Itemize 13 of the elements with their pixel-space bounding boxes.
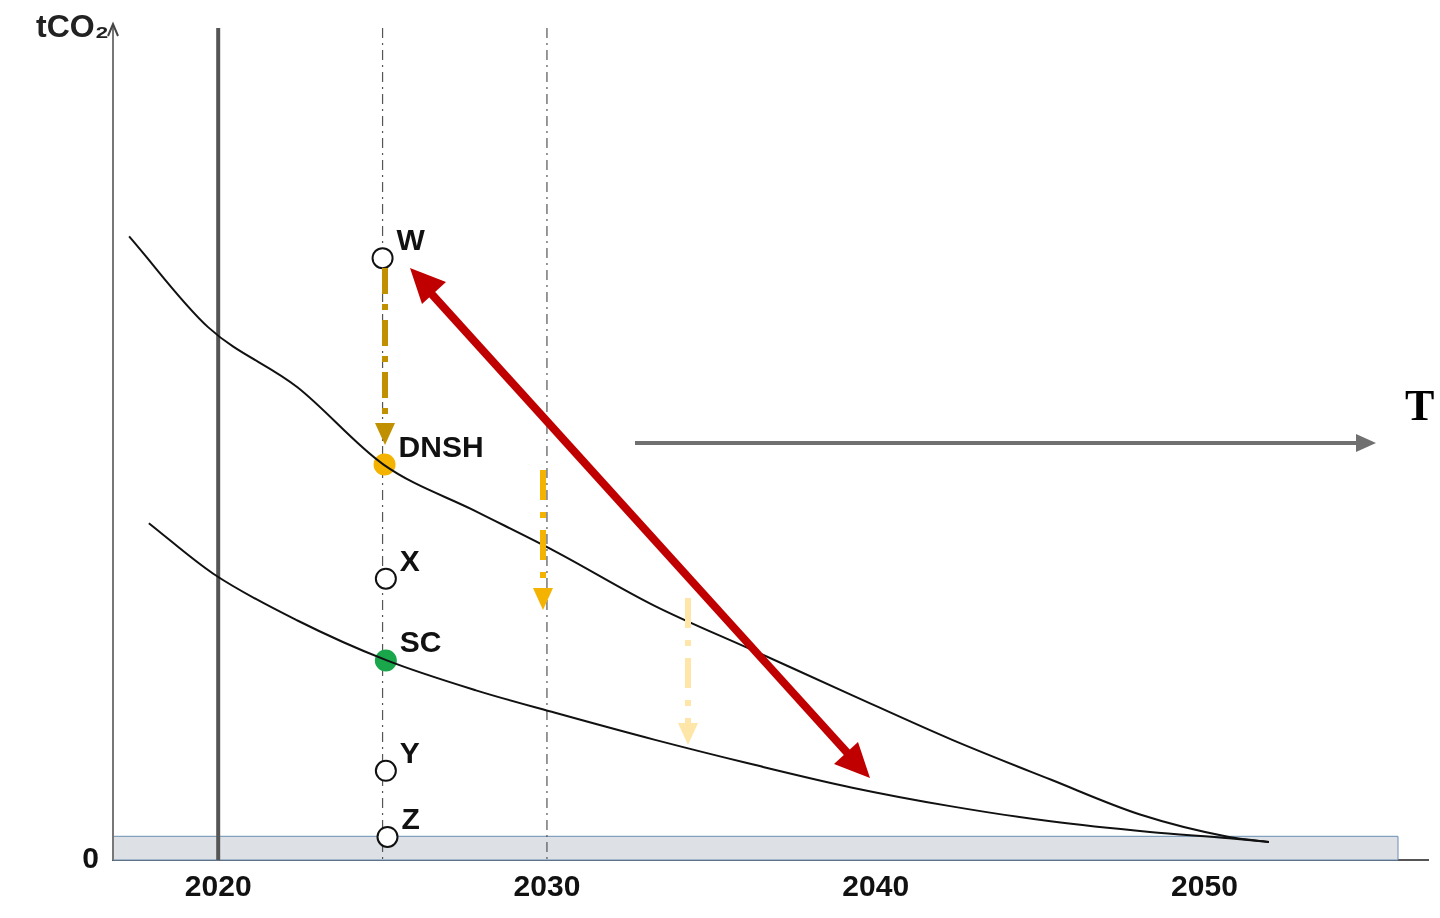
annotation: 0 <box>82 841 99 875</box>
x-tick-label: 2040 <box>842 869 910 903</box>
annotation: X <box>399 543 420 577</box>
annotation: W <box>396 223 426 257</box>
annotation: T <box>1405 380 1435 431</box>
annotation: DNSH <box>398 429 484 463</box>
annotation: Y <box>399 735 420 769</box>
annotation: SC <box>399 625 442 659</box>
x-tick-label: 2030 <box>513 869 581 903</box>
text: tCO₂ <box>36 8 109 45</box>
annotation: Z <box>401 801 420 835</box>
x-tick-label: 2050 <box>1171 869 1238 903</box>
x-tick-label: 2020 <box>184 869 252 903</box>
